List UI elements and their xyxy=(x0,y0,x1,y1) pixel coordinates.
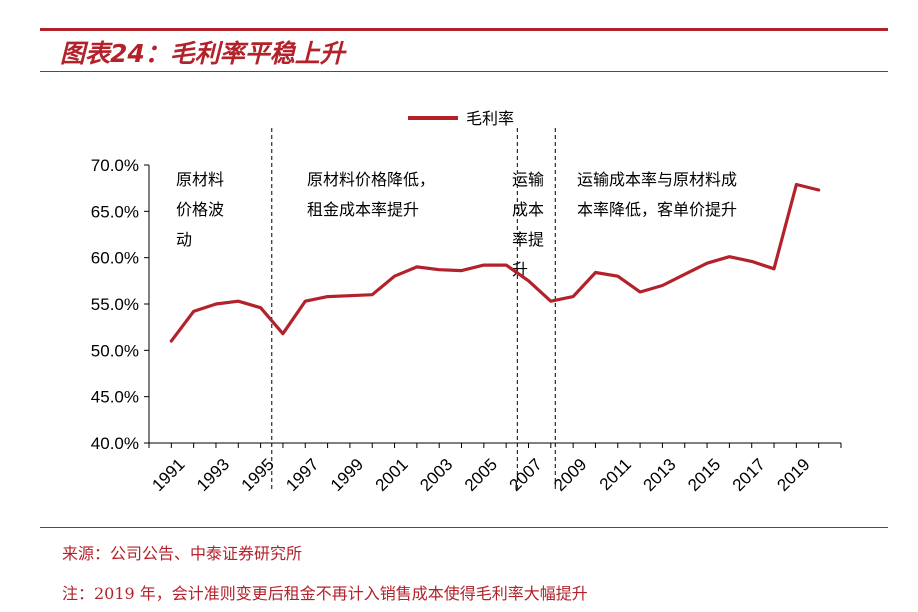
series-lines xyxy=(169,182,821,343)
legend: 毛利率 xyxy=(408,109,514,128)
period-annotation: 运输成本率提升 xyxy=(512,170,544,279)
line-chart: 40.0% 45.0% 50.0% 55.0% 60.0% 65.0% 70.0% 1991… xyxy=(91,109,842,495)
series-line xyxy=(169,182,821,343)
y-tick-label: 50.0% xyxy=(91,341,139,360)
x-tick-label: 2003 xyxy=(416,455,456,495)
x-tick-label: 2019 xyxy=(773,455,813,495)
source-text: 来源：公司公告、中泰证券研究所 xyxy=(62,544,303,563)
period-annotation: 原材料价格降低，租金成本率提升 xyxy=(307,170,435,219)
period-annotations: 原材料价格波动 原材料价格降低，租金成本率提升 运输成本率提升 运输成本率与原材料成本… xyxy=(176,170,737,279)
y-tick-label: 45.0% xyxy=(91,388,139,407)
x-tick-label: 1997 xyxy=(282,455,322,495)
x-tick-label: 2001 xyxy=(372,455,412,495)
x-axis-ticks: 1991 1993 1995 1997 1999 2001 2003 2005 2007 2009… xyxy=(148,443,842,495)
x-tick-label: 2005 xyxy=(461,455,501,495)
y-tick-label: 65.0% xyxy=(91,202,139,221)
x-tick-label: 2017 xyxy=(729,455,769,495)
y-tick-label: 40.0% xyxy=(91,434,139,453)
x-tick-label: 2007 xyxy=(506,455,546,495)
period-annotation: 原材料价格波动 xyxy=(176,170,224,249)
title-rule xyxy=(40,71,888,72)
legend-label: 毛利率 xyxy=(466,109,514,128)
period-annotation: 运输成本率与原材料成本率降低，客单价提升 xyxy=(577,170,737,219)
y-tick-label: 60.0% xyxy=(91,249,139,268)
x-tick-label: 2011 xyxy=(596,455,635,494)
x-tick-label: 2013 xyxy=(639,455,679,495)
x-tick-label: 1999 xyxy=(327,455,367,495)
page-title: 图表24：毛利率平稳上升 xyxy=(60,39,345,68)
x-tick-label: 2015 xyxy=(684,455,724,495)
top-rule xyxy=(40,28,888,31)
bottom-rule xyxy=(40,527,888,528)
x-tick-label: 1991 xyxy=(148,455,188,495)
x-tick-label: 1993 xyxy=(193,455,233,495)
x-tick-label: 2009 xyxy=(550,455,590,495)
y-tick-label: 70.0% xyxy=(91,156,139,175)
period-dividers xyxy=(271,128,556,492)
note-text: 注：2019 年，会计准则变更后租金不再计入销售成本使得毛利率大幅提升 xyxy=(62,584,588,603)
y-tick-label: 55.0% xyxy=(91,295,139,314)
y-axis-ticks: 40.0% 45.0% 50.0% 55.0% 60.0% 65.0% 70.0% xyxy=(91,156,149,453)
